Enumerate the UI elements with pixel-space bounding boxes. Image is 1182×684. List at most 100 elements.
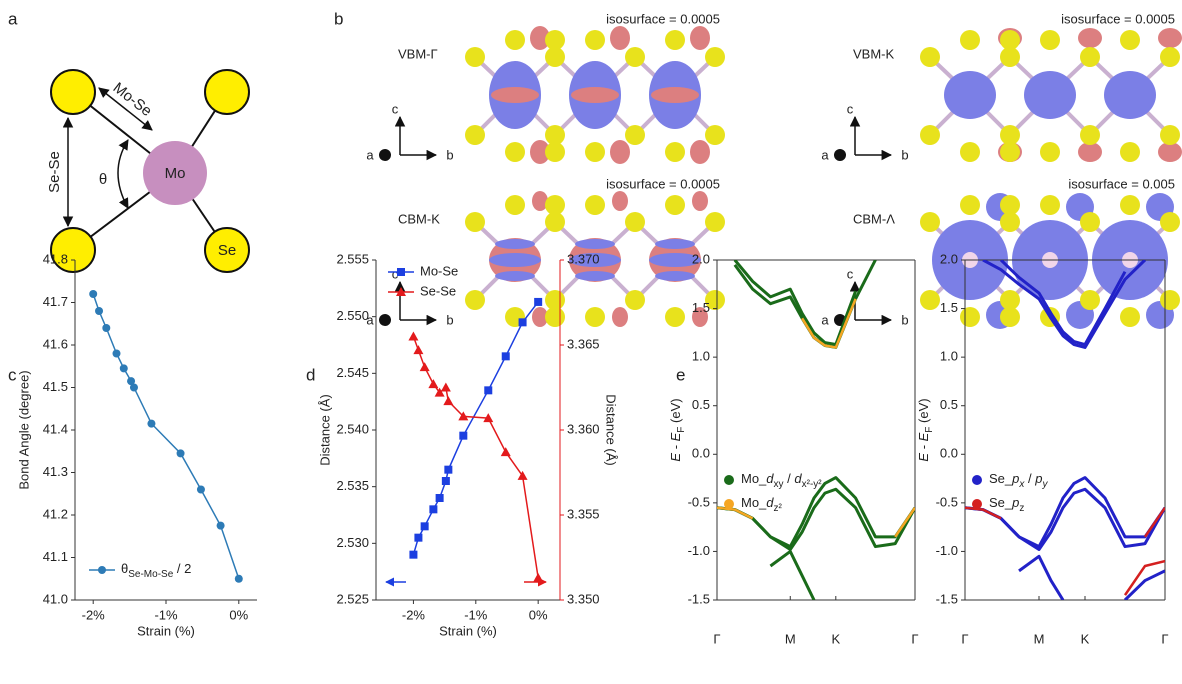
marker xyxy=(177,449,185,457)
marker xyxy=(130,384,138,392)
axis-letter: b xyxy=(901,147,908,162)
x-tick-label: -2% xyxy=(82,607,106,622)
se-atom xyxy=(1040,30,1060,50)
y-tick-label: 2.525 xyxy=(336,591,369,606)
se-atom xyxy=(465,47,485,67)
y-tick-label: 1.5 xyxy=(940,300,958,315)
marker xyxy=(408,332,418,341)
axis-letter: a xyxy=(821,312,829,327)
y-tick-label: -1.5 xyxy=(688,591,710,606)
y2-tick-label: 3.365 xyxy=(567,336,600,351)
se-atom xyxy=(1160,290,1180,310)
y-tick-label: -1.0 xyxy=(688,543,710,558)
band xyxy=(735,260,856,345)
text-part: xy xyxy=(774,479,784,490)
orbital xyxy=(692,191,708,211)
marker xyxy=(413,345,423,354)
y-tick-label: 41.6 xyxy=(43,336,68,351)
se-atom xyxy=(585,30,605,50)
text-part: / 2 xyxy=(173,561,191,576)
text-part: / xyxy=(1024,471,1035,486)
orbital xyxy=(1024,71,1076,119)
y-tick-label: 2.555 xyxy=(336,251,369,266)
axis-dot xyxy=(379,149,391,161)
marker xyxy=(409,551,417,559)
y-axis-label: E - EF (eV) xyxy=(916,398,934,461)
band xyxy=(1019,556,1063,600)
y-tick-label: 1.0 xyxy=(692,349,710,364)
text-part: E xyxy=(916,453,931,462)
y-tick-label: 41.0 xyxy=(43,591,68,606)
se-atom xyxy=(205,70,249,114)
se-atom xyxy=(665,142,685,162)
y-tick-label: 2.530 xyxy=(336,535,369,550)
se-atom xyxy=(545,307,565,327)
se-atom xyxy=(920,47,940,67)
text-part: z² xyxy=(774,503,783,514)
marker xyxy=(443,396,453,405)
se-atom xyxy=(705,212,725,232)
x-tick-label: Γ xyxy=(1161,631,1168,646)
axis-letter: c xyxy=(847,101,854,116)
se-atom xyxy=(545,195,565,215)
se-atom xyxy=(1160,47,1180,67)
axis-letter: a xyxy=(366,147,374,162)
text-part: E xyxy=(668,432,683,441)
y2-tick-label: 3.370 xyxy=(567,251,600,266)
orbital xyxy=(610,26,630,50)
orbital xyxy=(612,191,628,211)
se-atom xyxy=(51,70,95,114)
se-atom xyxy=(1160,125,1180,145)
orbital xyxy=(1158,28,1182,48)
se-atom xyxy=(505,195,525,215)
panel-label: a xyxy=(8,9,18,28)
x-axis-label: Strain (%) xyxy=(137,623,195,638)
y-axis-label: Distance (Å) xyxy=(317,394,332,466)
se-atom xyxy=(625,212,645,232)
orbital xyxy=(690,26,710,50)
y-tick-label: 41.2 xyxy=(43,506,68,521)
marker xyxy=(420,362,430,371)
x-tick-label: M xyxy=(1034,631,1045,646)
x-tick-label: -1% xyxy=(464,607,488,622)
band xyxy=(965,508,1165,537)
y-tick-label: 41.7 xyxy=(43,294,68,309)
se-atom xyxy=(1000,307,1020,327)
text-part: (eV) xyxy=(916,398,931,426)
marker xyxy=(459,432,467,440)
band xyxy=(717,508,915,537)
text-part: y xyxy=(1041,479,1048,490)
x-tick-label: K xyxy=(831,631,840,646)
marker xyxy=(533,573,543,582)
se-atom xyxy=(585,142,605,162)
state-label: VBM-K xyxy=(853,46,895,61)
y-tick-label: -0.5 xyxy=(936,494,958,509)
y-tick-label: 2.535 xyxy=(336,478,369,493)
text-part: - xyxy=(916,441,931,453)
isosurface-label: isosurface = 0.0005 xyxy=(1061,11,1175,26)
se-atom xyxy=(665,195,685,215)
band xyxy=(965,478,1165,547)
orbital xyxy=(495,271,535,281)
panel-label: e xyxy=(676,365,685,384)
marker xyxy=(519,318,527,326)
se-atom xyxy=(625,125,645,145)
legend-label: θSe-Mo-Se / 2 xyxy=(121,561,191,579)
se-atom xyxy=(665,307,685,327)
x-tick-label: Γ xyxy=(911,631,918,646)
panel-label: b xyxy=(334,9,343,28)
y-tick-label: 0.0 xyxy=(940,446,958,461)
se-atom xyxy=(465,290,485,310)
x-tick-label: M xyxy=(785,631,796,646)
se-atom xyxy=(1040,195,1060,215)
se-atom xyxy=(465,125,485,145)
se-atom xyxy=(625,47,645,67)
se-atom xyxy=(1120,307,1140,327)
se-atom xyxy=(1000,142,1020,162)
se-atom xyxy=(1160,212,1180,232)
se-atom xyxy=(920,290,940,310)
y-tick-label: -1.5 xyxy=(936,591,958,606)
marker xyxy=(534,298,542,306)
y-tick-label: 2.540 xyxy=(336,421,369,436)
y-tick-label: 2.545 xyxy=(336,365,369,380)
